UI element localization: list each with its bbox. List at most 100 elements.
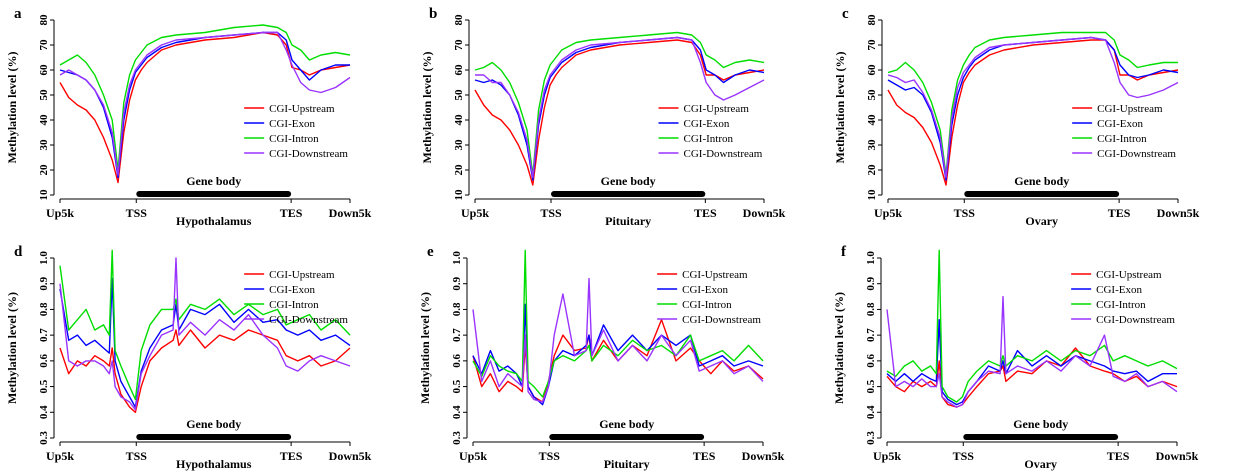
legend-label: CGI-Upstream: [269, 103, 335, 115]
series-line-cgi-upstream: [886, 347, 1178, 408]
tissue-label: Ovary: [1025, 214, 1058, 228]
series-line-cgi-downstream: [886, 295, 1178, 408]
gene-body-bar: [549, 434, 705, 440]
series-line-cgi-downstream: [59, 31, 351, 176]
series-line-cgi-exon: [886, 319, 1177, 406]
y-tick-label: 1.0: [38, 251, 50, 265]
legend-label: CGI-Downstream: [682, 314, 761, 326]
gene-body-bar: [136, 191, 292, 197]
y-tick-label: 0.6: [865, 353, 877, 367]
x-tick-label: TSS: [126, 206, 148, 220]
y-tick-label: 50: [866, 89, 878, 101]
panel-a: 10 20 30 40 50 60 70 80 Methylation level (%) a Up…: [5, 6, 372, 228]
gene-body-label: Gene body: [601, 174, 656, 188]
y-tick-label: 10: [38, 189, 50, 201]
y-tick-label: 40: [453, 114, 465, 126]
tissue-label: Hypothalamus: [176, 214, 252, 228]
y-tick-label: 10: [866, 189, 878, 201]
legend-label: CGI-Intron: [269, 299, 319, 311]
legend-label: CGI-Exon: [684, 118, 730, 130]
legend-label: CGI-Downstream: [684, 148, 763, 160]
x-tick-label: Down5k: [742, 449, 785, 463]
x-tick-label: Up5k: [461, 206, 489, 220]
panel-b: 10 20 30 40 50 60 70 80 Methylation level (%) b Up…: [420, 6, 786, 228]
gene-body-label: Gene body: [1013, 417, 1068, 431]
y-tick-label: 30: [38, 139, 50, 151]
y-tick-label: 0.5: [451, 379, 463, 393]
legend-label: CGI-Exon: [682, 284, 728, 296]
x-tick-label: TES: [693, 449, 716, 463]
x-tick-label: TES: [280, 206, 303, 220]
y-tick-label: 0.3: [38, 431, 50, 445]
legend-label: CGI-Upstream: [684, 103, 750, 115]
x-tick-label: Down5k: [1157, 206, 1200, 220]
legend-label: CGI-Upstream: [269, 269, 335, 281]
y-tick-label: 50: [453, 89, 465, 101]
x-tick-label: TSS: [540, 206, 562, 220]
x-tick-label: Down5k: [743, 206, 786, 220]
legend-label: CGI-Intron: [1096, 299, 1146, 311]
series-line-cgi-intron: [887, 31, 1178, 176]
y-tick-label: 50: [38, 89, 50, 101]
gene-body-bar: [963, 434, 1119, 440]
x-tick-label: Up5k: [46, 206, 74, 220]
y-axis-title: Methylation level (%): [833, 52, 847, 164]
x-tick-label: TSS: [953, 449, 975, 463]
x-tick-label: TSS: [126, 449, 148, 463]
legend-label: CGI-Exon: [1097, 118, 1143, 130]
panel-f: 0.3 0.4 0.5 0.6 0.7 0.8 0.9 1.0 Methylation leve…: [832, 244, 1199, 471]
x-tick-label: TES: [1107, 449, 1130, 463]
x-tick-label: Down5k: [1156, 449, 1199, 463]
gene-body-label: Gene body: [1014, 174, 1069, 188]
y-tick-label: 60: [453, 64, 465, 76]
legend-label: CGI-Upstream: [682, 269, 748, 281]
x-tick-label: TES: [694, 206, 717, 220]
y-tick-label: 0.4: [865, 405, 877, 419]
y-tick-label: 60: [866, 64, 878, 76]
x-tick-label: Up5k: [873, 449, 901, 463]
panel-letter: e: [427, 244, 434, 260]
legend-label: CGI-Intron: [682, 299, 732, 311]
y-tick-label: 30: [866, 139, 878, 151]
series-line-cgi-exon: [887, 36, 1179, 181]
x-tick-label: TSS: [954, 206, 976, 220]
gene-body-label: Gene body: [599, 417, 654, 431]
y-tick-label: 10: [453, 189, 465, 201]
panel-d: 0.3 0.4 0.5 0.6 0.7 0.8 0.9 1.0 Methylation leve…: [5, 244, 372, 471]
x-tick-label: Up5k: [459, 449, 487, 463]
y-tick-label: 70: [866, 39, 878, 51]
series-line-cgi-upstream: [887, 39, 1179, 186]
y-tick-label: 70: [38, 39, 50, 51]
series-line-cgi-downstream: [475, 36, 765, 179]
legend-label: CGI-Upstream: [1097, 103, 1163, 115]
legend-label: CGI-Downstream: [1096, 314, 1175, 326]
series-line-cgi-intron: [59, 24, 351, 171]
series-line-cgi-intron: [474, 31, 765, 176]
legend-label: CGI-Downstream: [1097, 148, 1176, 160]
y-tick-label: 1.0: [451, 251, 463, 265]
y-tick-label: 80: [453, 14, 465, 26]
y-tick-label: 60: [38, 64, 50, 76]
panel-letter: b: [429, 6, 437, 22]
legend-label: CGI-Downstream: [269, 148, 348, 160]
series-line-cgi-upstream: [59, 329, 351, 413]
y-tick-label: 0.9: [865, 276, 877, 290]
panel-letter: f: [841, 244, 847, 260]
series-line-cgi-upstream: [474, 39, 765, 186]
panel-letter: c: [842, 6, 849, 22]
legend-label: CGI-Exon: [269, 284, 315, 296]
gene-body-bar: [136, 434, 292, 440]
tissue-label: Pituitary: [605, 214, 651, 228]
legend-label: CGI-Downstream: [269, 314, 348, 326]
y-tick-label: 0.3: [451, 431, 463, 445]
tissue-label: Pituitary: [604, 457, 650, 471]
y-axis-title: Methylation level (%): [5, 52, 19, 164]
y-tick-label: 80: [38, 14, 50, 26]
series-line-cgi-intron: [59, 249, 351, 401]
y-tick-label: 40: [38, 114, 50, 126]
y-tick-label: 0.8: [865, 302, 877, 316]
series-line-cgi-upstream: [59, 31, 351, 184]
y-axis-title: Methylation level (%): [418, 292, 432, 404]
x-tick-label: TES: [280, 449, 303, 463]
